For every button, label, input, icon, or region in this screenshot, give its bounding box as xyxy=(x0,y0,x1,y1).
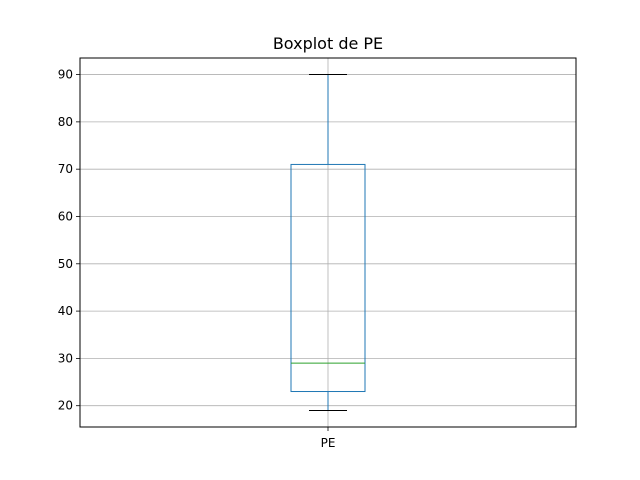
y-tick-label: 90 xyxy=(58,68,73,82)
plot-frame xyxy=(79,57,577,428)
y-tick-label: 30 xyxy=(58,351,73,365)
y-tick-label: 40 xyxy=(58,304,73,318)
y-tick-label: 70 xyxy=(58,162,73,176)
x-tick-label: PE xyxy=(321,436,336,450)
y-tick-label: 60 xyxy=(58,209,73,223)
y-tick-label: 20 xyxy=(58,399,73,413)
y-tick-label: 80 xyxy=(58,115,73,129)
axis-layer: 20 30 40 50 60 70 80 90 PE xyxy=(58,68,336,450)
grid-layer xyxy=(80,58,576,427)
box-layer xyxy=(290,74,366,411)
y-tick-label: 50 xyxy=(58,257,73,271)
box-iqr xyxy=(290,163,366,393)
chart-title: Boxplot de PE xyxy=(273,34,383,53)
